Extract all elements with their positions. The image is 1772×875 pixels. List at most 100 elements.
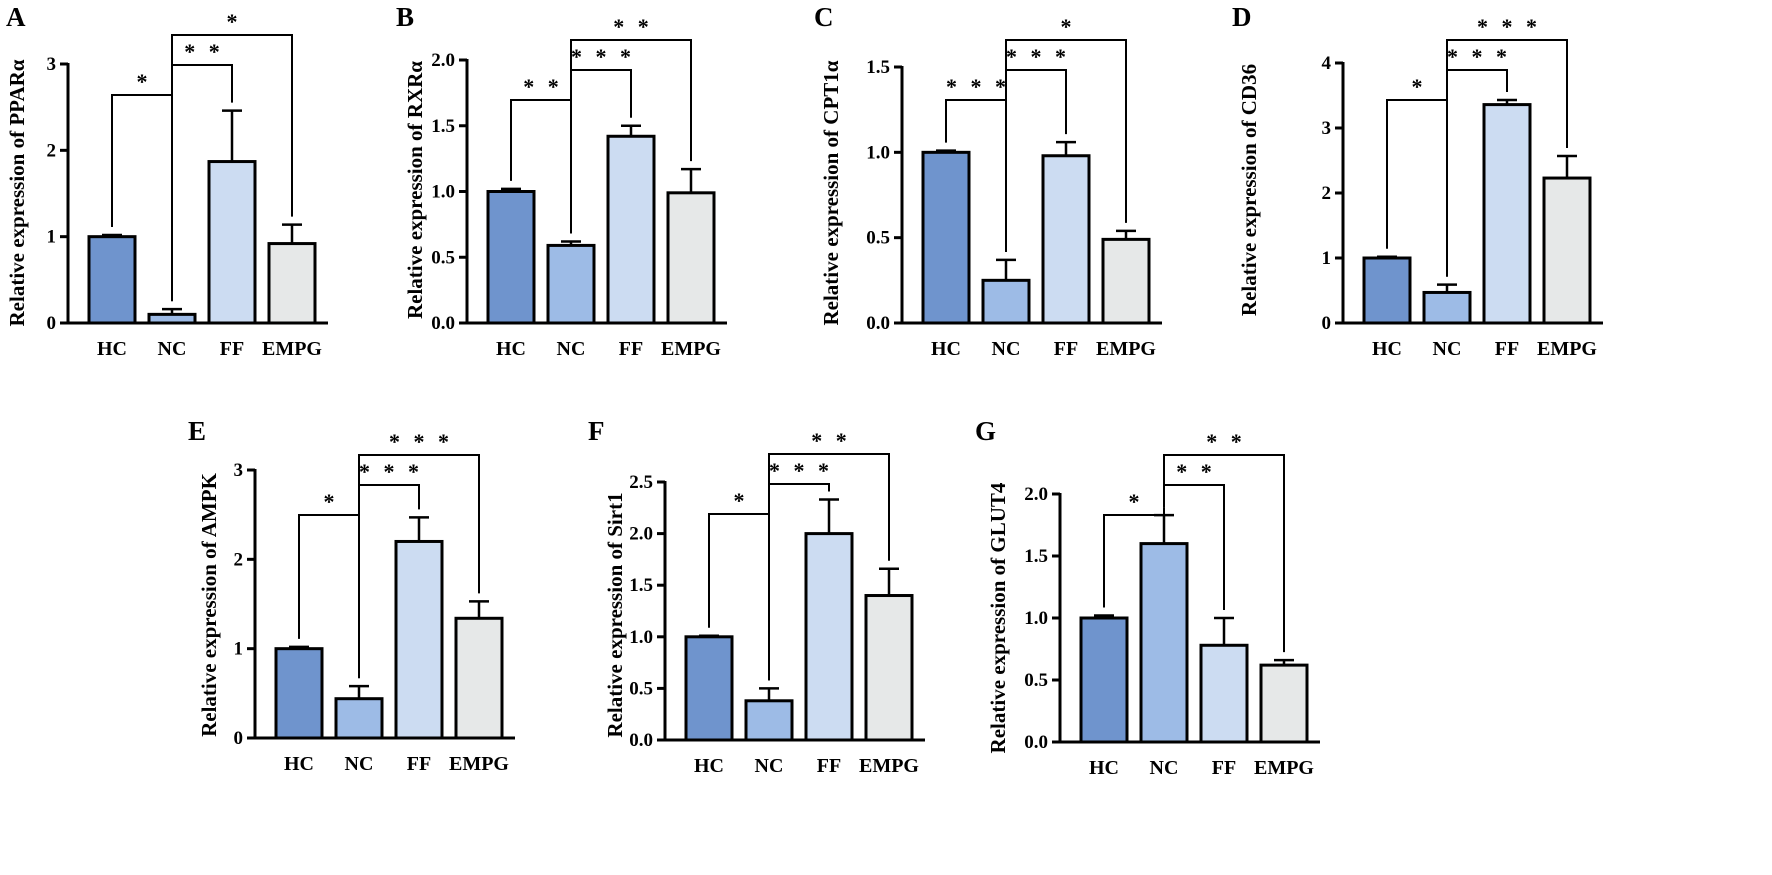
x-tick-label: HC <box>931 338 961 360</box>
bar-ff <box>606 134 656 325</box>
panel-G: G Relative expression of GLUT4 0.0 0.5 1.0 1.… <box>975 416 1320 779</box>
y-tick-label: 1 <box>234 639 244 660</box>
y-tick-label: 2.0 <box>629 524 653 545</box>
bar-nc <box>1139 542 1189 744</box>
significance-label: * <box>137 69 152 94</box>
x-tick-label: EMPG <box>1254 757 1314 779</box>
x-tick-label: EMPG <box>661 338 721 360</box>
y-tick-label: 1.5 <box>866 57 890 78</box>
x-tick-label: HC <box>1372 338 1402 360</box>
significance-label: * * <box>613 14 653 39</box>
y-tick-label: 0.5 <box>866 228 890 249</box>
y-tick-label: 2 <box>1322 183 1332 204</box>
x-tick-label: NC <box>1150 757 1179 779</box>
bar-ff <box>1482 103 1532 325</box>
y-tick-label: 0 <box>234 728 244 749</box>
bar-empg <box>864 594 914 742</box>
x-tick-label: HC <box>496 338 526 360</box>
bar-ff <box>394 539 444 740</box>
significance-label: * <box>1412 74 1427 99</box>
x-tick-label: HC <box>1089 757 1119 779</box>
y-tick-label: 1 <box>47 227 57 248</box>
panel-D: D Relative expression of CD36 0 1 2 3 4 HC NC FF E… <box>1232 2 1603 360</box>
panel-letter: G <box>975 416 996 446</box>
y-tick-label: 1.0 <box>1024 608 1048 629</box>
y-tick-label: 2.5 <box>629 472 653 493</box>
significance-bracket <box>171 34 293 302</box>
x-tick-label: FF <box>619 338 643 360</box>
significance-label: * * <box>1176 459 1216 484</box>
x-tick-label: EMPG <box>1537 338 1597 360</box>
x-tick-label: EMPG <box>859 755 919 777</box>
bar-hc <box>274 647 324 740</box>
bar-hc <box>486 190 536 325</box>
y-axis-label: Relative expression of CD36 <box>1237 64 1261 316</box>
x-tick-label: FF <box>1212 757 1236 779</box>
y-tick-label: 3 <box>47 54 57 75</box>
y-tick-label: 0.0 <box>1024 732 1048 753</box>
significance-label: * * * <box>1006 44 1070 69</box>
y-tick-label: 0.5 <box>629 678 653 699</box>
x-tick-label: FF <box>1054 338 1078 360</box>
x-tick-label: HC <box>97 338 127 360</box>
panel-E: E Relative expression of AMPK 0 1 2 3 HC NC FF EM… <box>188 416 515 775</box>
x-tick-label: NC <box>992 338 1021 360</box>
y-tick-label: 2 <box>47 140 57 161</box>
bar-ff <box>804 532 854 742</box>
x-tick-label: NC <box>1433 338 1462 360</box>
significance-label: * <box>734 488 749 513</box>
significance-label: * * <box>811 428 851 453</box>
bar-empg <box>1542 176 1592 325</box>
y-tick-label: 1.5 <box>431 116 455 137</box>
significance-bracket <box>1386 99 1448 277</box>
bar-hc <box>684 635 734 742</box>
y-tick-label: 3 <box>234 460 244 481</box>
bar-ff <box>207 160 257 325</box>
bar-hc <box>87 235 137 325</box>
significance-label: * <box>227 9 242 34</box>
y-axis-label: Relative expression of GLUT4 <box>986 482 1010 753</box>
x-tick-label: HC <box>284 753 314 775</box>
bar-nc <box>744 699 794 742</box>
bar-empg <box>1101 237 1151 325</box>
significance-bracket <box>1446 39 1568 277</box>
x-tick-label: FF <box>1495 338 1519 360</box>
panel-letter: D <box>1232 2 1252 32</box>
bar-empg <box>454 616 504 740</box>
y-tick-label: 2.0 <box>1024 484 1048 505</box>
y-tick-label: 1.0 <box>431 182 455 203</box>
x-tick-label: NC <box>755 755 784 777</box>
x-tick-label: EMPG <box>449 753 509 775</box>
significance-label: * * <box>184 39 224 64</box>
y-tick-label: 2 <box>234 549 244 570</box>
significance-label: * * * <box>946 74 1010 99</box>
significance-label: * * * <box>1477 14 1541 39</box>
x-tick-label: NC <box>158 338 187 360</box>
panel-C: C Relative expression of CPT1α 0.0 0.5 1.0 1.… <box>814 2 1162 360</box>
y-tick-label: 0.5 <box>1024 670 1048 691</box>
panel-letter: B <box>396 2 414 32</box>
y-tick-label: 0.5 <box>431 247 455 268</box>
y-tick-label: 0 <box>47 313 57 334</box>
x-tick-label: HC <box>694 755 724 777</box>
y-tick-label: 1 <box>1322 248 1332 269</box>
bar-ff <box>1041 154 1091 325</box>
significance-label: * * * <box>1447 44 1511 69</box>
bar-hc <box>1362 256 1412 325</box>
bar-hc <box>1079 616 1129 744</box>
significance-bracket <box>358 454 480 679</box>
x-tick-label: NC <box>557 338 586 360</box>
bar-nc <box>334 697 384 740</box>
x-tick-label: FF <box>220 338 244 360</box>
significance-bracket <box>1005 39 1127 252</box>
bar-hc <box>921 150 971 325</box>
y-tick-label: 0.0 <box>866 313 890 334</box>
y-axis-label: Relative expression of CPT1α <box>819 60 843 325</box>
significance-bracket <box>570 39 692 234</box>
x-tick-label: EMPG <box>262 338 322 360</box>
y-tick-label: 4 <box>1322 53 1332 74</box>
significance-label: * * * <box>389 429 453 454</box>
panel-A: A Relative expression of PPARα 0 1 2 3 HC NC FF E… <box>5 2 328 360</box>
